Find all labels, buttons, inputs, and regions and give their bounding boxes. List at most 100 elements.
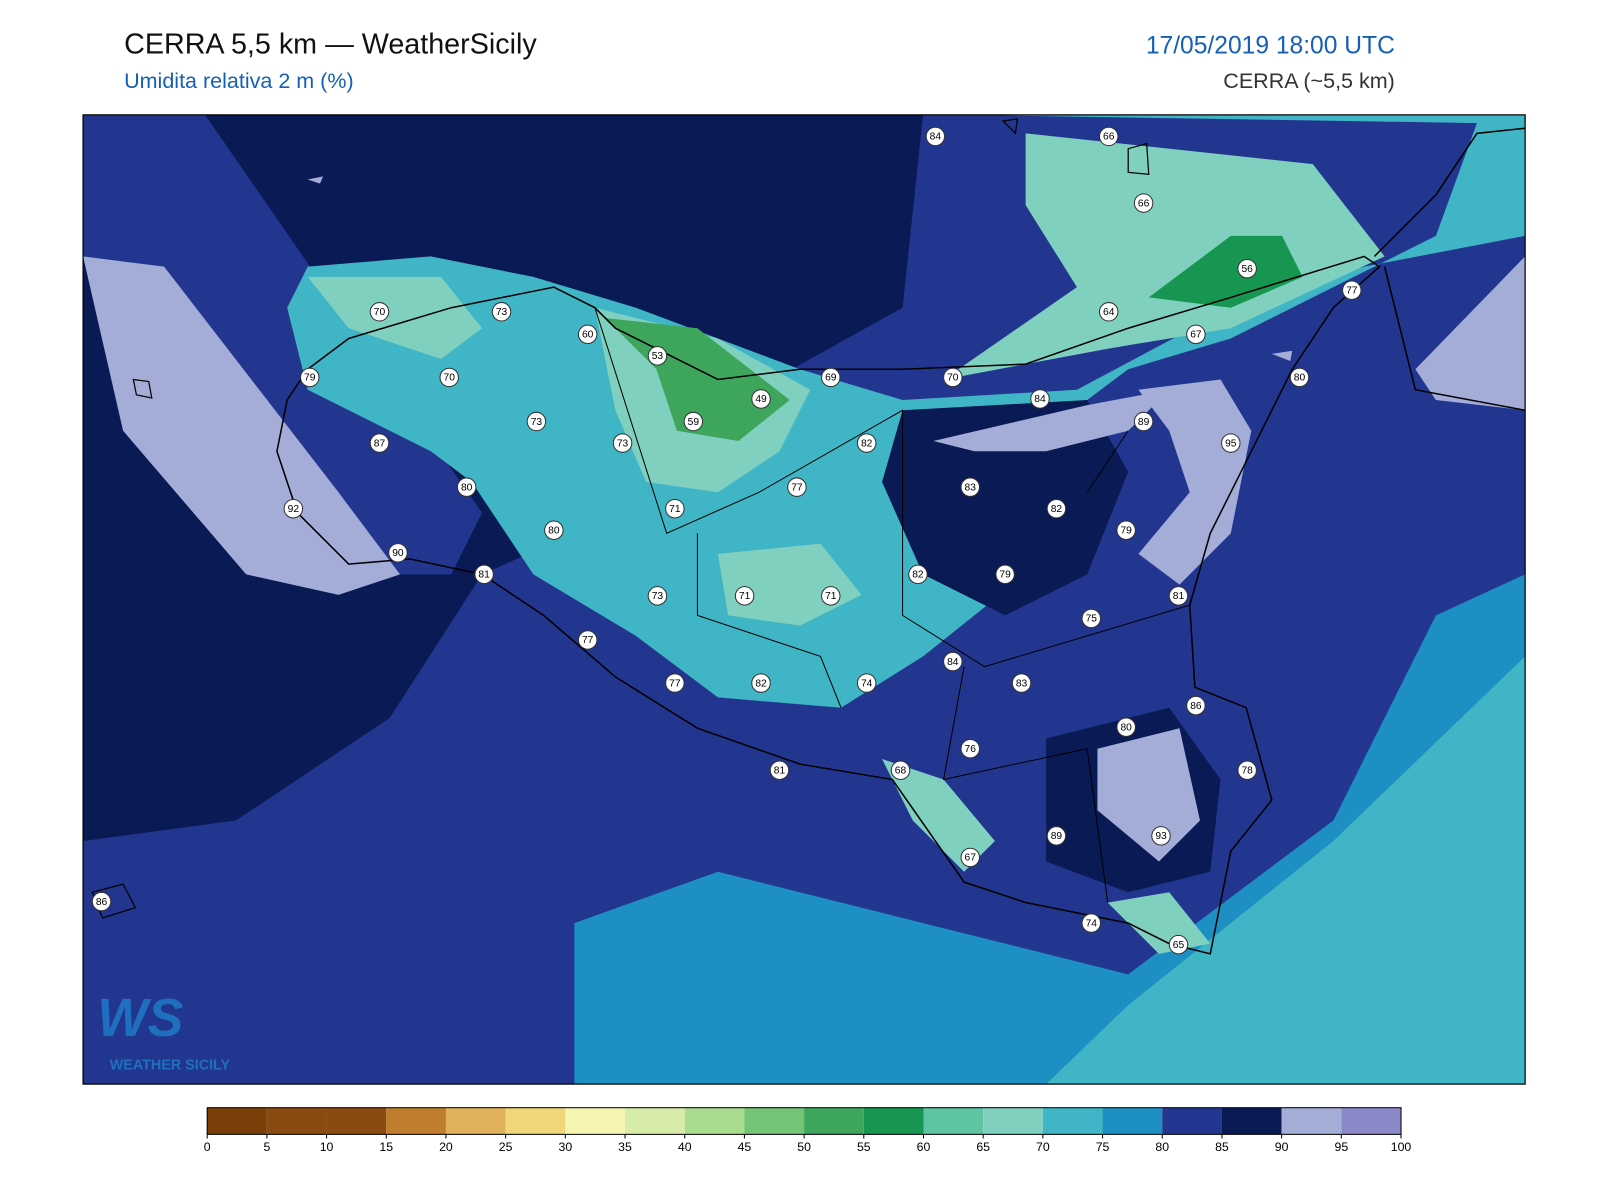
colorbar-tick-label: 70 [1036,1140,1050,1154]
station-marker [665,673,685,693]
model-label: CERRA (~5,5 km) [1223,69,1395,93]
colorbar: 0 5 10 15 20 25 30 35 40 45 50 55 60 65 70 75 80 85 90 95 10… [204,1107,1412,1154]
station-value: 84 [947,657,959,668]
station-value: 69 [825,373,837,384]
station: 49 [751,389,771,409]
colorbar-bin [863,1107,924,1135]
station-marker [960,738,980,759]
station: 84 [1030,389,1050,409]
station-value: 80 [461,482,473,493]
station-marker [283,498,304,519]
station-value: 70 [947,373,959,384]
station: 65 [1168,934,1189,955]
station-marker [388,543,408,563]
station-value: 79 [304,373,316,384]
station-value: 95 [1225,438,1237,449]
station: 78 [1237,760,1257,780]
station-marker [439,367,459,388]
station-value: 77 [1346,285,1358,296]
station-marker [856,433,877,453]
station-marker [943,367,963,388]
title: CERRA 5,5 km — WeatherSicily [124,28,537,60]
station: 74 [1081,913,1102,933]
station: 73 [526,411,547,432]
station: 71 [821,586,841,606]
station: 83 [960,477,980,497]
colorbar-tick-label: 60 [917,1140,931,1154]
station-marker [1237,258,1257,279]
colorbar-bin [1102,1107,1163,1135]
station: 77 [577,630,598,650]
station-value: 89 [1138,417,1150,428]
station: 76 [960,738,980,759]
station-value: 66 [1138,198,1150,209]
colorbar-tick-label: 15 [379,1140,393,1154]
station-marker [1081,913,1102,933]
colorbar-bin [744,1107,805,1135]
station: 70 [943,367,963,388]
colorbar-bin [445,1107,506,1135]
station: 80 [1116,717,1136,737]
station-value: 67 [1190,330,1202,341]
station: 69 [821,367,841,388]
colorbar-bin [625,1107,685,1135]
station-value: 66 [1103,132,1115,143]
colorbar-tick-label: 100 [1391,1140,1412,1154]
station-value: 86 [96,897,108,908]
station-marker [1081,608,1102,629]
colorbar-bin [207,1107,267,1135]
colorbar-tick-label: 35 [618,1140,632,1154]
station-marker [960,477,980,497]
station-value: 77 [582,635,594,646]
station-marker [647,346,668,366]
station-value: 75 [1086,614,1098,625]
station: 73 [612,433,633,453]
station-value: 56 [1241,264,1253,275]
station-marker [91,891,112,912]
station: 86 [91,891,112,912]
station-marker [1342,280,1362,300]
station-marker [683,411,704,432]
colorbar-bin [1221,1107,1282,1135]
colorbar-bin [1281,1107,1342,1135]
map-field: 84 66 66 56 77 64 67 70 73 60 53 69 70 84 49 79 70 73 59 89… [83,114,1526,1085]
station-marker [1133,411,1154,432]
station-value: 70 [444,373,456,384]
station-marker [1289,367,1310,388]
logo-mark: WS [97,989,183,1048]
station-marker [1030,389,1050,409]
station-value: 80 [1294,373,1306,384]
station-marker [474,564,494,585]
station-marker [577,630,598,650]
station: 80 [544,520,564,540]
station-value: 71 [669,504,681,515]
colorbar-tick-label: 55 [857,1140,871,1154]
station: 66 [1133,193,1154,213]
station: 84 [943,651,963,672]
station-marker [943,651,963,672]
station-marker [369,433,390,453]
station-marker [908,564,928,585]
station: 60 [577,324,598,345]
colorbar-tick-label: 30 [558,1140,572,1154]
logo-name: WEATHER SICILY [110,1058,231,1074]
station: 93 [1151,826,1171,846]
station: 77 [787,477,807,497]
station-value: 79 [1120,525,1132,536]
colorbar-tick-label: 95 [1334,1140,1348,1154]
station-value: 71 [739,591,751,602]
station-value: 73 [617,438,629,449]
station: 84 [925,126,946,147]
station-marker [1221,433,1241,453]
station: 82 [908,564,928,585]
station-marker [647,586,668,606]
station-value: 83 [1016,678,1028,689]
colorbar-bin [1042,1107,1103,1135]
station: 90 [388,543,408,563]
station-value: 82 [755,678,767,689]
station-value: 70 [374,307,386,318]
colorbar-bin [266,1107,327,1135]
station-value: 81 [774,765,786,776]
